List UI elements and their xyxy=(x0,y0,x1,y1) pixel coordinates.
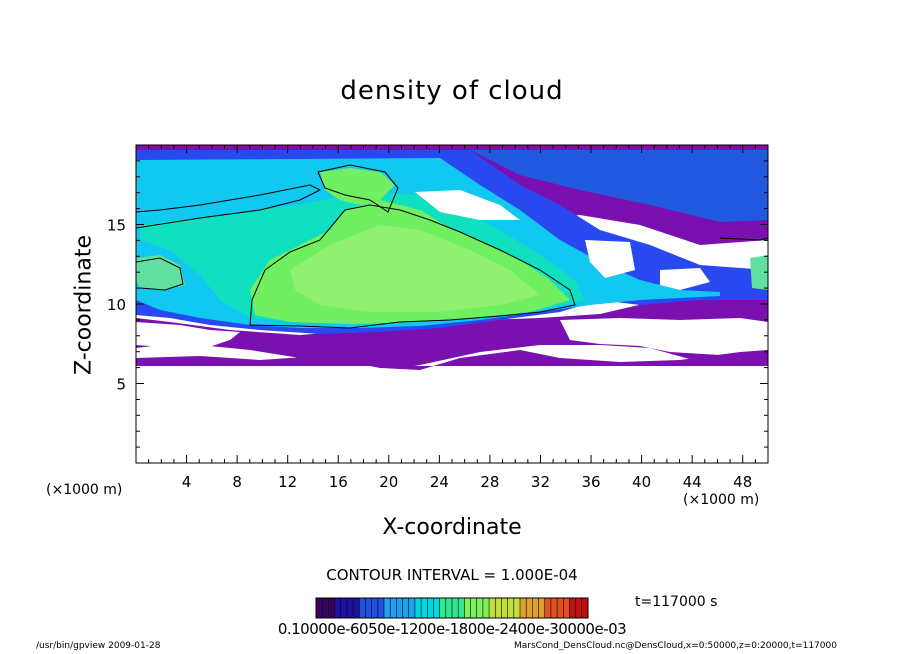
colorbar-segment xyxy=(507,598,515,618)
x-tick-label: 24 xyxy=(430,473,449,491)
colorbar-segment xyxy=(402,598,410,618)
cloud-core-lightgreen xyxy=(290,225,540,312)
x-tick-label: 20 xyxy=(379,473,398,491)
contour-upper xyxy=(317,164,399,213)
colorbar-segment xyxy=(377,598,385,618)
colorbar-segment xyxy=(371,598,379,618)
colorbar-segment xyxy=(316,598,323,618)
colorbar-segment xyxy=(427,598,434,618)
colorbar-frame xyxy=(315,597,589,619)
cloud-gap-upper-right xyxy=(585,240,635,278)
cloud-gap-low xyxy=(136,322,240,352)
colorbar-segment xyxy=(396,598,404,618)
cloud-gap-upper xyxy=(415,190,520,220)
colorbar-segment xyxy=(550,598,558,618)
colorbar-segment xyxy=(526,598,533,618)
colorbar-segment xyxy=(495,598,502,618)
x-tick-label: 4 xyxy=(182,473,192,491)
colorbar-segment xyxy=(520,598,527,618)
colorbar-labels: 0.10000e-6050e-1200e-1800e-2400e-30000e-… xyxy=(277,620,627,638)
colorbar-segment xyxy=(476,598,484,618)
colorbar-segment xyxy=(470,598,478,618)
colorbar-segment xyxy=(353,598,360,618)
chart-title: density of cloud xyxy=(340,76,564,106)
x-tick-label: 12 xyxy=(278,473,297,491)
cloud-band-bottom-edge xyxy=(136,350,768,370)
x-unit-left: (×1000 m) xyxy=(46,482,123,498)
x-tick-label: 16 xyxy=(329,473,348,491)
x-tick-label: 36 xyxy=(581,473,600,491)
x-tick-label: 40 xyxy=(632,473,651,491)
colorbar-segment xyxy=(340,598,348,618)
colorbar xyxy=(315,597,589,619)
cloud-upper-right xyxy=(470,150,768,222)
colorbar-segment xyxy=(464,598,472,618)
footer-right: MarsCond_DensCloud.nc@DensCloud,x=0:5000… xyxy=(514,641,837,651)
contour-right xyxy=(719,237,768,241)
contour-interval-label: CONTOUR INTERVAL = 1.000E-04 xyxy=(326,566,578,584)
colorbar-segment xyxy=(538,598,546,618)
colorbar-segment xyxy=(414,598,422,618)
x-tick-label: 8 xyxy=(232,473,242,491)
x-unit-right: (×1000 m) xyxy=(683,492,760,508)
colorbar-segment xyxy=(489,598,496,618)
cloud-upper-blob xyxy=(320,168,395,205)
x-axis-label: X-coordinate xyxy=(382,515,522,540)
x-tick-label: 48 xyxy=(733,473,752,491)
y-axis-ticks: 5 10 15 xyxy=(107,160,768,448)
colorbar-segment xyxy=(365,598,373,618)
colorbar-segment xyxy=(439,598,447,618)
contour-left-lobe xyxy=(136,257,184,291)
colorbar-segment xyxy=(544,598,552,618)
colorbar-segment xyxy=(359,598,366,618)
footer-left: /usr/bin/gpview 2009-01-28 xyxy=(36,641,161,651)
cloud-right-lobe xyxy=(750,255,768,290)
clear-sky xyxy=(136,366,768,463)
cloud-left-lobe xyxy=(136,255,185,290)
colorbar-segment xyxy=(482,598,490,618)
colorbar-segment xyxy=(575,598,583,618)
x-tick-label: 28 xyxy=(480,473,499,491)
colorbar-segment xyxy=(421,598,428,618)
y-tick-label: 5 xyxy=(116,376,126,394)
cloud-field xyxy=(136,145,768,463)
colorbar-segment xyxy=(433,598,441,618)
y-tick-label: 15 xyxy=(107,217,126,235)
time-label: t=117000 s xyxy=(635,594,718,610)
y-tick-label: 10 xyxy=(107,296,126,314)
colorbar-segment xyxy=(384,598,391,618)
cloud-gap-mid-right xyxy=(660,268,710,290)
cloud-band-low xyxy=(136,290,768,372)
colorbar-segment xyxy=(581,598,589,618)
colorbar-segment xyxy=(532,598,540,618)
colorbar-segment xyxy=(513,598,521,618)
colorbar-segment xyxy=(322,598,329,618)
colorbar-segment xyxy=(445,598,453,618)
colorbar-segment xyxy=(569,598,577,618)
colorbar-segment xyxy=(390,598,397,618)
contour-main xyxy=(249,204,576,329)
y-axis-label: Z-coordinate xyxy=(71,235,97,375)
contour-top-left xyxy=(136,184,322,229)
x-tick-label: 44 xyxy=(683,473,702,491)
colorbar-segment xyxy=(557,598,564,618)
colorbar-segment xyxy=(408,598,416,618)
colorbar-segment xyxy=(563,598,570,618)
x-tick-label: 32 xyxy=(531,473,550,491)
colorbar-segment xyxy=(452,598,459,618)
cloud-gap-right xyxy=(560,318,768,355)
colorbar-segment xyxy=(458,598,465,618)
colorbar-segment xyxy=(346,598,354,618)
colorbar-segment xyxy=(334,598,342,618)
colorbar-segment xyxy=(501,598,509,618)
x-axis-ticks: 4 8 12 16 20 24 28 32 36 40 44 48 xyxy=(148,145,756,491)
colorbar-segment xyxy=(328,598,336,618)
